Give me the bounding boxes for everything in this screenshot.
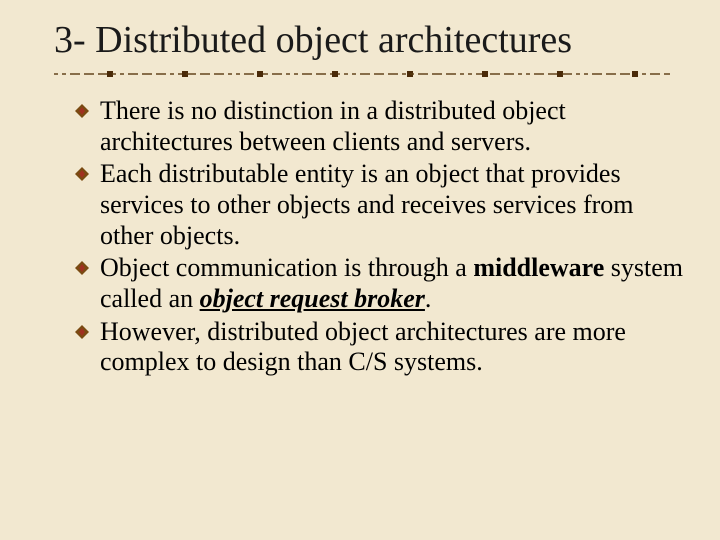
list-item: Each distributable entity is an object t… <box>100 159 686 251</box>
bullet-text: There is no distinction in a distributed… <box>100 96 686 157</box>
list-item: However, distributed object architecture… <box>100 317 686 378</box>
list-item: There is no distinction in a distributed… <box>100 96 686 157</box>
bullet-text: Each distributable entity is an object t… <box>100 159 686 251</box>
bullet-icon <box>74 166 90 182</box>
slide-title: 3- Distributed object architectures <box>54 18 686 62</box>
bullet-list: There is no distinction in a distributed… <box>54 96 686 378</box>
bullet-text: However, distributed object architecture… <box>100 317 686 378</box>
separator-graphic <box>54 70 670 78</box>
bullet-icon <box>74 103 90 119</box>
bullet-text: Object communication is through a middle… <box>100 253 686 314</box>
slide: 3- Distributed object architectures Ther… <box>0 0 720 540</box>
bullet-icon <box>74 324 90 340</box>
title-separator <box>54 70 670 78</box>
list-item: Object communication is through a middle… <box>100 253 686 314</box>
bullet-icon <box>74 260 90 276</box>
